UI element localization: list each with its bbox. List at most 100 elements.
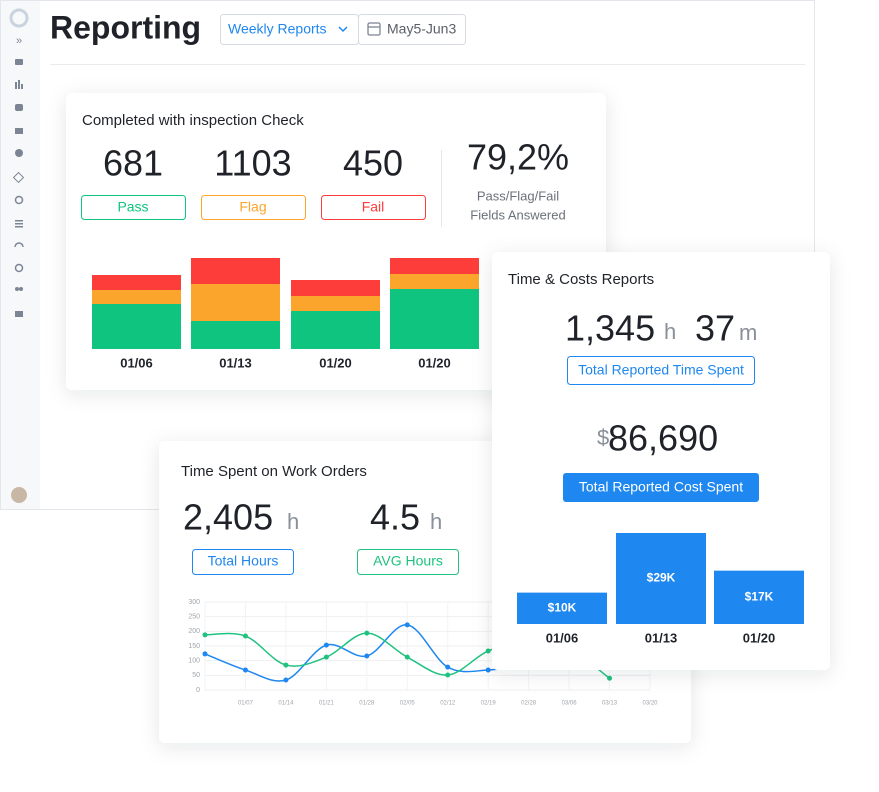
avatar[interactable] xyxy=(11,487,27,503)
bar-segment xyxy=(390,258,479,274)
line-point xyxy=(404,654,410,660)
x-tick-label: 01/14 xyxy=(278,701,294,707)
y-tick-label: 0 xyxy=(196,687,200,694)
logo xyxy=(9,8,29,28)
x-tick-label: 03/20 xyxy=(642,701,658,707)
line-point xyxy=(202,651,208,657)
line-point xyxy=(242,667,248,673)
expand-icon[interactable]: » xyxy=(16,35,22,47)
y-tick-label: 250 xyxy=(188,614,200,621)
y-tick-label: 200 xyxy=(188,628,200,635)
bar-segment xyxy=(191,321,280,349)
currency-sign: $ xyxy=(597,425,609,450)
x-tick-label: 02/19 xyxy=(481,701,497,707)
line-point xyxy=(242,633,248,639)
line-point xyxy=(445,672,451,678)
x-tick-label: 01/20 xyxy=(743,630,776,645)
line-point xyxy=(202,632,208,638)
bar-segment xyxy=(191,284,280,321)
bar-segment xyxy=(291,280,380,296)
x-tick-label: 02/28 xyxy=(521,701,537,707)
rate-label: Fields Answered xyxy=(470,207,565,222)
stat-value: 2,405 xyxy=(183,497,273,538)
x-tick-label: 01/13 xyxy=(645,630,678,645)
stat-value: 1103 xyxy=(214,143,291,184)
x-tick-label: 01/20 xyxy=(319,355,352,370)
value-label: $10K xyxy=(548,600,577,614)
card-title: Time Spent on Work Orders xyxy=(181,463,367,480)
line-point xyxy=(485,648,491,654)
date-picker[interactable]: May5-Jun3 xyxy=(358,14,466,45)
line-point xyxy=(485,667,491,673)
legend-label: Fail xyxy=(362,199,385,215)
x-tick-label: 01/13 xyxy=(219,355,252,370)
bar-segment xyxy=(92,275,181,290)
bar-segment xyxy=(291,311,380,349)
stat-value: 450 xyxy=(343,143,403,184)
rate-value: 79,2% xyxy=(467,137,569,178)
card-title: Completed with inspection Check xyxy=(82,112,304,129)
y-tick-label: 150 xyxy=(188,643,200,650)
line-point xyxy=(323,642,329,648)
value-label: $17K xyxy=(745,589,774,603)
bar-segment xyxy=(191,258,280,284)
stat-value: 86,690 xyxy=(608,418,718,459)
legend-label: Pass xyxy=(117,199,148,215)
time-costs-card: Time & Costs Reports 1,345 h 37 m Total … xyxy=(492,252,830,670)
stat-value: 1,345 xyxy=(565,308,655,349)
stat-value: 37 xyxy=(695,308,735,349)
report-dropdown[interactable]: Weekly Reports xyxy=(220,14,359,45)
x-tick-label: 02/12 xyxy=(440,701,456,707)
line-point xyxy=(445,664,451,670)
legend-label: Flag xyxy=(239,199,266,215)
line-point xyxy=(404,622,410,628)
legend-badge xyxy=(321,195,426,220)
line-point xyxy=(283,662,289,668)
stat-value: 4.5 xyxy=(370,497,420,538)
bar xyxy=(517,592,607,624)
y-tick-label: 50 xyxy=(192,672,200,679)
card-title: Time & Costs Reports xyxy=(508,271,654,288)
inspection-card: Completed with inspection Check 681 1103… xyxy=(66,93,606,390)
stat-unit: h xyxy=(287,509,299,534)
bar-segment xyxy=(291,296,380,311)
x-tick-label: 02/05 xyxy=(400,701,416,707)
x-tick-label: 01/06 xyxy=(546,630,579,645)
legend-badge xyxy=(201,195,306,220)
line-point xyxy=(283,677,289,683)
x-tick-label: 01/07 xyxy=(238,701,254,707)
legend-badge xyxy=(81,195,186,220)
line-point xyxy=(364,630,370,636)
y-tick-label: 100 xyxy=(188,658,200,665)
x-tick-label: 03/13 xyxy=(602,701,618,707)
bar-segment xyxy=(92,290,181,304)
x-tick-label: 01/28 xyxy=(359,701,375,707)
value-label: $29K xyxy=(647,571,676,585)
date-range[interactable]: May5-Jun3 xyxy=(387,21,456,37)
stat-badge: Total Reported Time Spent xyxy=(578,362,744,378)
bar-segment xyxy=(92,304,181,349)
page-title: Reporting xyxy=(50,9,201,45)
x-tick-label: 01/06 xyxy=(120,355,153,370)
stat-unit: m xyxy=(739,320,757,345)
stat-badge: Total Hours xyxy=(208,553,279,569)
y-tick-label: 300 xyxy=(188,599,200,606)
sidebar-icons: » xyxy=(12,35,25,317)
dropdown-label[interactable]: Weekly Reports xyxy=(228,21,327,37)
bar xyxy=(714,570,804,624)
rate-label: Pass/Flag/Fail xyxy=(477,188,559,203)
stat-unit: h xyxy=(664,319,676,344)
bar-segment xyxy=(390,289,479,349)
stat-value: 681 xyxy=(103,143,163,184)
line-point xyxy=(607,675,613,681)
stat-badge: AVG Hours xyxy=(373,553,443,569)
bar-segment xyxy=(390,274,479,289)
line-point xyxy=(364,653,370,659)
line-point xyxy=(323,654,329,660)
x-tick-label: 01/20 xyxy=(418,355,451,370)
x-tick-label: 03/06 xyxy=(562,701,578,707)
stat-unit: h xyxy=(430,509,442,534)
bar xyxy=(616,533,706,624)
stat-badge: Total Reported Cost Spent xyxy=(579,479,743,495)
